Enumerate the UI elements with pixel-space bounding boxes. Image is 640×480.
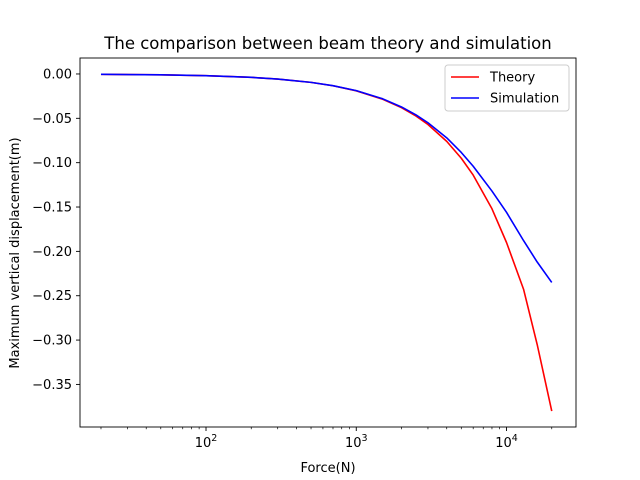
chart-title: The comparison between beam theory and s… (103, 34, 551, 53)
y-tick-label: 0.00 (43, 67, 72, 82)
series-line-simulation (100, 73, 553, 283)
axes: 0.00 −0.05 −0.10 −0.15 −0.20 −0.25 −0.30 −0.35 1… (32, 57, 577, 451)
y-tick-label: −0.15 (32, 201, 72, 216)
y-axis-label: Maximum vertical displacement(m) (8, 137, 23, 368)
y-tick-label: −0.10 (32, 156, 72, 171)
x-tick-label: 103 (345, 433, 368, 451)
x-tick-label: 104 (495, 433, 518, 451)
y-tick-label: −0.35 (32, 378, 72, 393)
x-tick-label: 102 (195, 433, 218, 451)
legend-label-theory: Theory (489, 71, 535, 86)
legend-label-simulation: Simulation (490, 92, 559, 107)
legend: Theory Simulation (444, 64, 570, 112)
y-tick-label: −0.25 (32, 289, 72, 304)
y-tick-label: −0.20 (32, 245, 72, 260)
y-tick-label: −0.05 (32, 112, 72, 127)
axes-frame (79, 57, 577, 428)
plot-area (100, 73, 553, 412)
y-tick-label: −0.30 (32, 334, 72, 349)
x-axis-label: Force(N) (300, 461, 355, 476)
